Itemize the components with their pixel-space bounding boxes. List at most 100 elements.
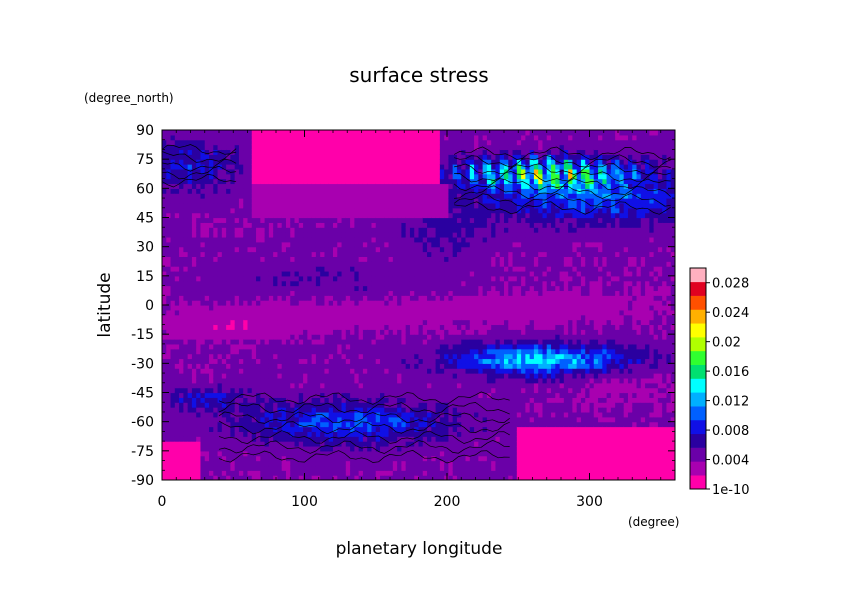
heatmap-cell [333, 431, 338, 437]
heatmap-cell [452, 178, 458, 185]
heatmap-cell [277, 164, 283, 170]
heatmap-cell [358, 159, 364, 165]
heatmap-cell [405, 309, 411, 316]
heatmap-cell [444, 348, 450, 355]
heatmap-cell [166, 295, 172, 301]
heatmap-cell [315, 134, 321, 141]
heatmap-cell [187, 212, 193, 219]
heatmap-cell [439, 363, 445, 369]
heatmap-cell [418, 309, 424, 316]
heatmap-cell [345, 154, 351, 160]
heatmap-cell [191, 339, 197, 345]
heatmap-cell [388, 134, 394, 141]
heatmap-cell [409, 407, 415, 413]
heatmap-cell [392, 411, 398, 418]
heatmap-cell [401, 164, 407, 170]
heatmap-cell [388, 275, 394, 282]
heatmap-cell [435, 387, 441, 394]
heatmap-cell [221, 475, 227, 480]
heatmap-cell [320, 168, 326, 175]
heatmap-cell [418, 431, 424, 437]
heatmap-cell [290, 198, 296, 204]
heatmap-cell [162, 227, 167, 233]
heatmap-cell [170, 241, 176, 248]
heatmap-cell [170, 319, 176, 326]
heatmap-cell [281, 314, 287, 321]
heatmap-cell [285, 270, 291, 277]
heatmap-cell [397, 348, 402, 355]
heatmap-cell [439, 270, 445, 277]
heatmap-cell [439, 324, 445, 330]
heatmap-cell [456, 348, 462, 355]
heatmap-cell [380, 329, 385, 335]
heatmap-cell [405, 324, 411, 330]
heatmap-cell [362, 164, 368, 170]
heatmap-cell [209, 130, 214, 136]
heatmap-cell [298, 149, 304, 155]
heatmap-cell [213, 416, 219, 423]
heatmap-cell [281, 275, 287, 282]
heatmap-cell [260, 475, 266, 480]
heatmap-cell [456, 392, 462, 398]
heatmap-cell [183, 397, 189, 403]
heatmap-cell [162, 455, 167, 462]
heatmap-cell [358, 227, 364, 233]
heatmap-cell [367, 309, 373, 316]
heatmap-cell [384, 266, 390, 272]
heatmap-cell [354, 227, 360, 233]
heatmap-cell [328, 261, 334, 267]
heatmap-cell [303, 402, 308, 408]
heatmap-cell [397, 411, 402, 418]
heatmap-cell [439, 290, 445, 296]
heatmap-cell [191, 460, 197, 467]
heatmap-cell [409, 188, 415, 194]
heatmap-cell [256, 193, 261, 199]
heatmap-cell [213, 441, 219, 447]
heatmap-cell [217, 207, 223, 214]
heatmap-cell [341, 343, 347, 350]
heatmap-cell [392, 334, 398, 340]
heatmap-cell [392, 212, 398, 219]
heatmap-cell [333, 149, 338, 155]
heatmap-cell [183, 198, 189, 204]
heatmap-cell [333, 368, 338, 374]
heatmap-cell [320, 407, 326, 413]
heatmap-cell [435, 275, 441, 282]
heatmap-cell [307, 256, 313, 262]
heatmap-cell [217, 227, 223, 233]
heatmap-cell [183, 159, 189, 165]
heatmap-cell [200, 455, 206, 462]
heatmap-cell [358, 426, 364, 432]
heatmap-cell [333, 445, 338, 452]
heatmap-cell [217, 246, 223, 253]
heatmap-cell [431, 241, 437, 248]
heatmap-cell [435, 149, 441, 155]
heatmap-cell [358, 256, 364, 262]
heatmap-cell [354, 266, 360, 272]
heatmap-cell [401, 455, 407, 462]
heatmap-cell [247, 275, 253, 282]
heatmap-cell [431, 217, 437, 223]
heatmap-cell [277, 368, 283, 374]
heatmap-cell [414, 353, 420, 360]
heatmap-cell [452, 343, 458, 350]
heatmap-cell [315, 343, 321, 350]
heatmap-cell [196, 436, 202, 442]
heatmap-cell [179, 339, 184, 345]
heatmap-cell [384, 159, 390, 165]
heatmap-cell [294, 309, 300, 316]
heatmap-cell [162, 232, 167, 238]
heatmap-cell [162, 270, 167, 277]
heatmap-cell [375, 227, 381, 233]
heatmap-cell [166, 455, 172, 462]
heatmap-cell [290, 348, 296, 355]
heatmap-cell [409, 329, 415, 335]
heatmap-cell [204, 377, 210, 384]
heatmap-cell [290, 139, 296, 146]
heatmap-cell [405, 377, 411, 384]
heatmap-cell [333, 139, 338, 146]
heatmap-cell [452, 445, 458, 452]
heatmap-cell [362, 334, 368, 340]
heatmap-cell [162, 475, 167, 480]
heatmap-cell [427, 164, 432, 170]
